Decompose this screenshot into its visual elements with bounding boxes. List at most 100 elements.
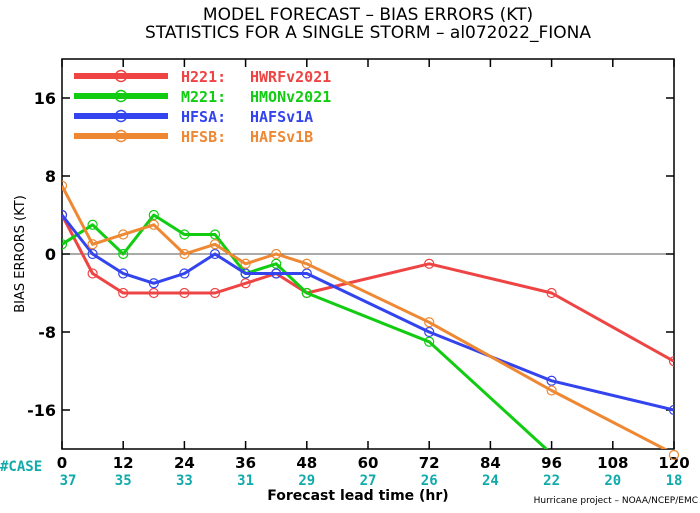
series-layer xyxy=(62,180,674,449)
legend-item-hafsv1a: HFSA: HAFSv1A xyxy=(74,108,313,126)
series-hmonv2021 xyxy=(62,209,549,449)
data-point xyxy=(301,258,312,269)
legend: H221: HWRFv2021 M221: HMONv2021 HFSA: HAFSv1A… xyxy=(74,68,331,146)
legend-marker xyxy=(114,69,128,83)
x-axis-label: Forecast lead time (hr) xyxy=(267,488,448,504)
data-point xyxy=(62,180,68,191)
series-line xyxy=(62,213,549,449)
series-line xyxy=(62,214,674,363)
data-point xyxy=(148,278,159,289)
credit-text: Hurricane project – NOAA/NCEP/EMC xyxy=(534,496,698,506)
data-point xyxy=(179,248,190,260)
data-point xyxy=(62,239,68,250)
data-point xyxy=(240,258,251,269)
case-count-label: 20 xyxy=(604,473,621,489)
y-tick-label: 8 xyxy=(45,167,56,186)
legend-label: HMONv2021 xyxy=(250,88,331,106)
data-point xyxy=(209,239,221,250)
x-tick-label: 36 xyxy=(235,454,256,472)
data-point xyxy=(118,229,129,240)
data-point xyxy=(424,326,435,338)
data-point xyxy=(546,287,557,299)
legend-name: H221: xyxy=(181,68,226,86)
data-point xyxy=(424,317,435,328)
legend-marker xyxy=(114,89,128,103)
data-point xyxy=(62,209,68,221)
y-tick-label: -8 xyxy=(38,323,56,342)
x-tick-label: 12 xyxy=(113,454,134,472)
case-count-label: 18 xyxy=(666,473,683,489)
chart-title: MODEL FORECAST – BIAS ERRORS (KT) xyxy=(203,5,533,25)
case-count-label: 24 xyxy=(482,473,499,489)
legend-label: HAFSv1A xyxy=(250,108,313,126)
legend-name: HFSA: xyxy=(181,108,226,126)
data-point xyxy=(118,248,129,260)
data-point xyxy=(546,385,557,396)
case-count-label: 33 xyxy=(176,473,193,489)
data-point xyxy=(209,229,221,240)
x-tick-label: 120 xyxy=(658,454,689,472)
legend-item-hafsv1b: HFSB: HAFSv1B xyxy=(74,128,313,146)
data-point xyxy=(301,287,312,299)
x-tick-label: 24 xyxy=(174,454,195,472)
data-point xyxy=(240,268,251,279)
data-point xyxy=(271,248,282,260)
legend-item-hwrfv2021: H221: HWRFv2021 xyxy=(74,68,331,86)
case-count-label: 29 xyxy=(298,473,315,489)
data-point xyxy=(668,404,674,416)
x-tick-label: 48 xyxy=(296,454,317,472)
case-count-label: 37 xyxy=(60,473,77,489)
data-point xyxy=(424,258,435,269)
data-point xyxy=(118,268,129,279)
y-tick-label: 0 xyxy=(45,245,56,264)
legend-name: M221: xyxy=(181,88,226,106)
legend-name: HFSB: xyxy=(181,128,226,146)
x-tick-label: 60 xyxy=(358,454,379,472)
data-point xyxy=(148,287,159,299)
data-point xyxy=(118,287,129,299)
legend-marker xyxy=(114,129,128,143)
x-axis: 0 12 24 36 48 60 72 84 96 108 120 xyxy=(57,59,690,472)
data-point xyxy=(148,209,159,221)
data-point xyxy=(179,268,190,279)
chart-subtitle: STATISTICS FOR A SINGLE STORM – al072022… xyxy=(145,23,591,43)
data-point xyxy=(271,268,282,279)
series-hafsv1b xyxy=(62,180,668,449)
data-point xyxy=(209,287,221,299)
data-point xyxy=(668,356,674,367)
data-point xyxy=(546,375,557,386)
series-line xyxy=(62,185,668,449)
x-tick-label: 84 xyxy=(480,454,501,472)
data-point xyxy=(424,336,435,347)
x-tick-label: 0 xyxy=(57,454,67,472)
data-point xyxy=(87,248,98,260)
y-axis: -16 -8 0 8 16 xyxy=(27,89,674,420)
data-point xyxy=(209,248,221,260)
series-hwrfv2021 xyxy=(62,209,674,367)
data-point xyxy=(179,229,190,240)
x-tick-label: 72 xyxy=(419,454,440,472)
series-hafsv1a xyxy=(62,209,674,416)
series-line xyxy=(62,214,674,412)
y-tick-label: -16 xyxy=(27,401,56,420)
data-point xyxy=(240,278,251,289)
legend-item-hmonv2021: M221: HMONv2021 xyxy=(74,88,331,106)
data-point xyxy=(148,219,159,230)
data-point xyxy=(87,268,98,279)
legend-label: HWRFv2021 xyxy=(250,68,331,86)
data-point xyxy=(271,258,282,269)
x-tick-label: 108 xyxy=(597,454,628,472)
legend-marker xyxy=(114,109,128,123)
case-count-label: 26 xyxy=(421,473,438,489)
y-axis-label: BIAS ERRORS (KT) xyxy=(13,195,28,313)
data-point xyxy=(87,219,98,230)
data-point xyxy=(87,239,98,250)
case-count-label: 22 xyxy=(543,473,560,489)
data-point xyxy=(179,287,190,299)
case-count-label: 35 xyxy=(115,473,132,489)
edge-data-point xyxy=(668,449,680,461)
data-point xyxy=(301,268,312,279)
case-counts: 37 35 33 31 29 27 26 24 22 20 18 xyxy=(60,473,683,489)
x-tick-label: 96 xyxy=(541,454,562,472)
